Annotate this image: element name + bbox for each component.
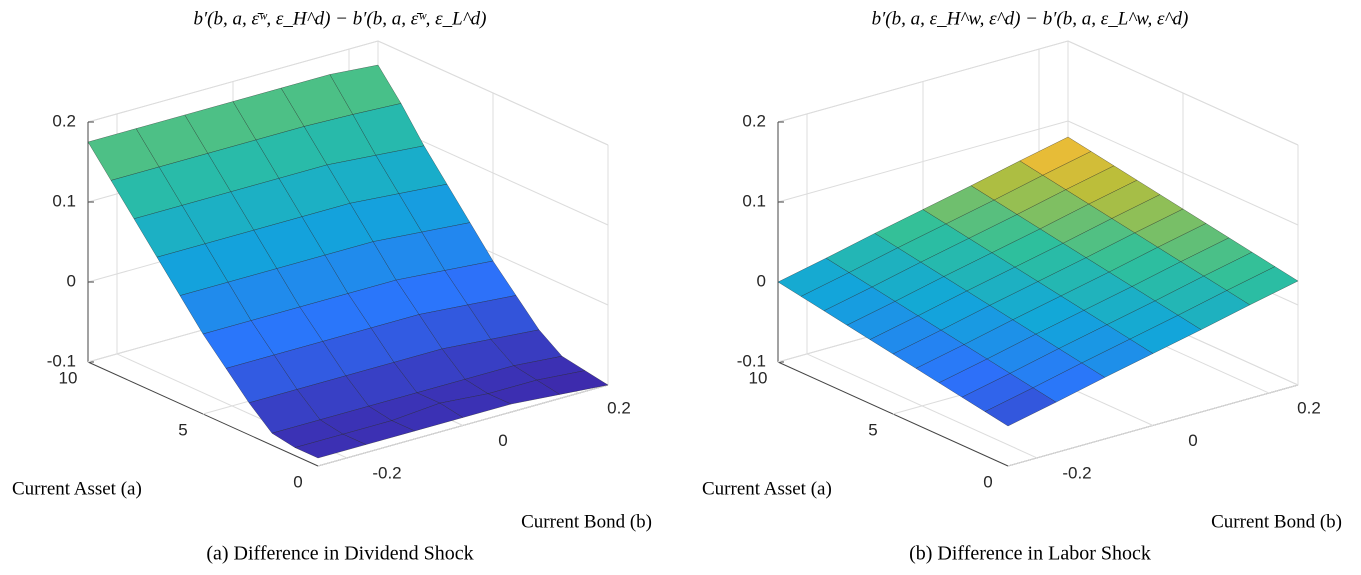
z-tick-label: 0.1 xyxy=(742,191,766,210)
z-tick-label: 0.1 xyxy=(52,191,76,210)
chart-title: b′(b, a, ε̄ʷ, ε_H^d) − b′(b, a, ε̄ʷ, ε_L… xyxy=(194,8,487,29)
y-tick-label: 10 xyxy=(749,368,768,387)
chart-title: b′(b, a, ε_H^w, ε^d) − b′(b, a, ε_L^w, ε… xyxy=(872,8,1189,29)
surface-face xyxy=(536,370,609,395)
z-tick-label: 0 xyxy=(67,271,76,290)
x-axis-label: Current Bond (b) xyxy=(521,511,652,532)
z-tick-label: 0.2 xyxy=(742,111,766,130)
x-tick-label: 0 xyxy=(1188,431,1197,450)
caption: (b) Difference in Labor Shock xyxy=(909,543,1151,565)
x-axis-label: Current Bond (b) xyxy=(1211,511,1342,532)
grid-line xyxy=(806,353,1038,459)
y-tick-label: 0 xyxy=(983,472,992,491)
y-axis-label: Current Asset (a) xyxy=(12,478,142,499)
x-tick-label: -0.2 xyxy=(372,463,401,482)
z-tick-label: -0.1 xyxy=(737,351,766,370)
x-tick-label: 0.2 xyxy=(607,399,631,418)
y-tick-label: 10 xyxy=(59,368,78,387)
x-tick-label: -0.2 xyxy=(1062,463,1091,482)
caption: (a) Difference in Dividend Shock xyxy=(206,543,473,565)
y-axis-label: Current Asset (a) xyxy=(702,478,832,499)
y-tick-label: 5 xyxy=(178,420,187,439)
x-tick-label: 0 xyxy=(498,431,507,450)
x-tick-label: 0.2 xyxy=(1297,399,1321,418)
z-tick-label: 0.2 xyxy=(52,111,76,130)
z-tick-label: -0.1 xyxy=(47,351,76,370)
y-tick-label: 5 xyxy=(868,420,877,439)
z-tick-label: 0 xyxy=(757,271,766,290)
surface-face xyxy=(1226,266,1299,306)
y-tick-label: 0 xyxy=(293,472,302,491)
